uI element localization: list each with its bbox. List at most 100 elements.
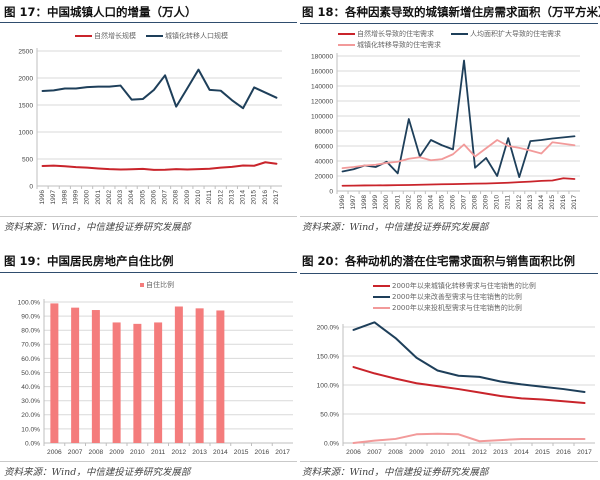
x-tick-label: 2006: [47, 449, 62, 456]
x-tick-label: 1998: [361, 195, 368, 210]
bar: [91, 310, 100, 443]
x-tick-label: 2005: [139, 190, 146, 205]
x-tick-label: 2014: [240, 190, 247, 205]
x-tick-label: 2017: [571, 195, 578, 210]
bar: [71, 307, 80, 443]
x-tick-label: 2010: [430, 449, 445, 456]
x-tick-label: 2007: [162, 190, 169, 205]
figure-17-title-rule: [0, 22, 297, 23]
x-tick-label: 2012: [217, 190, 224, 205]
x-tick-label: 2009: [409, 449, 424, 456]
x-tick-label: 2008: [89, 449, 104, 456]
y-tick-label: 50.0%: [21, 370, 40, 377]
figure-18-legend-item-transfer: 城镇化转移导致的住宅需求: [338, 40, 441, 50]
y-tick-label: 500: [22, 156, 33, 163]
x-tick-label: 1997: [350, 195, 357, 210]
figure-19-title: 图 19：中国居民房地产自住比例: [4, 254, 174, 268]
legend-swatch-icon: [75, 35, 92, 37]
legend-swatch-icon: [140, 283, 144, 287]
y-tick-label: 150.0%: [317, 353, 340, 360]
legend-swatch-icon: [373, 285, 390, 287]
x-tick-label: 2013: [493, 449, 508, 456]
y-tick-label: 160000: [311, 68, 333, 75]
x-tick-label: 2014: [213, 449, 228, 456]
figure-17-legend-item-transfer: 城镇化转移人口规模: [146, 31, 228, 41]
legend-label: 2000年以来改善型需求与住宅销售的比例: [392, 293, 522, 301]
figure-20-title: 图 20：各种动机的潜在住宅需求面积与销售面积比例: [302, 254, 576, 268]
x-tick-label: 2014: [514, 449, 529, 456]
x-tick-label: 2004: [128, 190, 135, 205]
x-tick-label: 2008: [472, 195, 479, 210]
legend-swatch-icon: [451, 33, 468, 35]
figure-20-legend-item-urbanization: 2000年以来城镇化转移需求与住宅销售的比例: [373, 281, 536, 291]
bar: [154, 322, 163, 443]
legend-label: 自然增长规模: [94, 32, 136, 40]
figure-19-title-rule: [0, 272, 297, 273]
x-tick-label: 2015: [535, 449, 550, 456]
y-tick-label: 100.0%: [317, 382, 340, 389]
y-tick-label: 0: [329, 188, 333, 195]
figure-17-source-rule: [0, 216, 297, 217]
y-tick-label: 30.0%: [21, 398, 40, 405]
y-tick-label: 60000: [315, 143, 334, 150]
y-tick-label: 0.0%: [25, 440, 40, 447]
figure-18-source-rule: [300, 216, 598, 217]
x-tick-label: 2012: [472, 449, 487, 456]
figure-18-title-rule: [300, 23, 598, 24]
x-tick-label: 2015: [549, 195, 556, 210]
y-tick-label: 140000: [311, 83, 333, 90]
legend-label: 人均面积扩大导致的住宅需求: [470, 30, 561, 38]
y-tick-label: 10.0%: [21, 426, 40, 433]
bar: [50, 303, 59, 443]
y-tick-label: 40000: [315, 158, 334, 165]
legend-swatch-icon: [338, 44, 355, 46]
figure-17-source: 资料来源：Wind，中信建投证券研究发展部: [4, 222, 191, 233]
y-tick-label: 2000: [18, 75, 33, 82]
figure-20-source: 资料来源：Wind，中信建投证券研究发展部: [302, 467, 489, 478]
y-tick-label: 1000: [18, 129, 33, 136]
y-tick-label: 70.0%: [21, 342, 40, 349]
x-tick-label: 2013: [527, 195, 534, 210]
x-tick-label: 2004: [427, 195, 434, 210]
x-tick-label: 2017: [275, 449, 290, 456]
series-line-2: [341, 139, 576, 170]
y-tick-label: 1500: [18, 102, 33, 109]
y-tick-label: 0: [29, 183, 33, 190]
x-tick-label: 2016: [262, 190, 269, 205]
legend-label: 自然增长导致的住宅需求: [357, 30, 434, 38]
y-tick-label: 100000: [311, 113, 333, 120]
bar: [133, 323, 142, 443]
figure-19-source: 资料来源：Wind，中信建投证券研究发展部: [4, 467, 191, 478]
figure-19-source-rule: [0, 461, 297, 462]
x-tick-label: 2006: [150, 190, 157, 205]
y-tick-label: 90.0%: [21, 314, 40, 321]
figure-20-source-rule: [300, 461, 598, 462]
x-tick-label: 2017: [577, 449, 592, 456]
x-tick-label: 2016: [560, 195, 567, 210]
legend-swatch-icon: [146, 35, 163, 37]
x-tick-label: 2000: [383, 195, 390, 210]
x-tick-label: 2012: [516, 195, 523, 210]
figure-18-legend-item-natural: 自然增长导致的住宅需求: [338, 29, 434, 39]
x-tick-label: 2006: [346, 449, 361, 456]
x-tick-label: 2009: [109, 449, 124, 456]
x-tick-label: 1999: [72, 190, 79, 205]
x-tick-label: 2013: [228, 190, 235, 205]
x-tick-label: 2003: [117, 190, 124, 205]
chart-figure-19: 0.0% 10.0% 20.0% 30.0% 40.0% 50.0% 60.0% 70.0% 8…: [18, 299, 293, 456]
figure-18-source: 资料来源：Wind，中信建投证券研究发展部: [302, 222, 489, 233]
x-tick-label: 2005: [438, 195, 445, 210]
y-tick-label: 200.0%: [317, 324, 340, 331]
x-tick-label: 2002: [405, 195, 412, 210]
x-tick-label: 2001: [95, 190, 102, 205]
x-tick-label: 2011: [505, 195, 512, 210]
y-tick-label: 50.0%: [320, 411, 339, 418]
x-tick-label: 2009: [184, 190, 191, 205]
x-tick-label: 1999: [372, 195, 379, 210]
x-tick-label: 2011: [451, 449, 466, 456]
x-tick-label: 2015: [251, 190, 258, 205]
x-tick-label: 2016: [556, 449, 571, 456]
series-line-2: [352, 432, 586, 444]
x-tick-label: 2006: [449, 195, 456, 210]
